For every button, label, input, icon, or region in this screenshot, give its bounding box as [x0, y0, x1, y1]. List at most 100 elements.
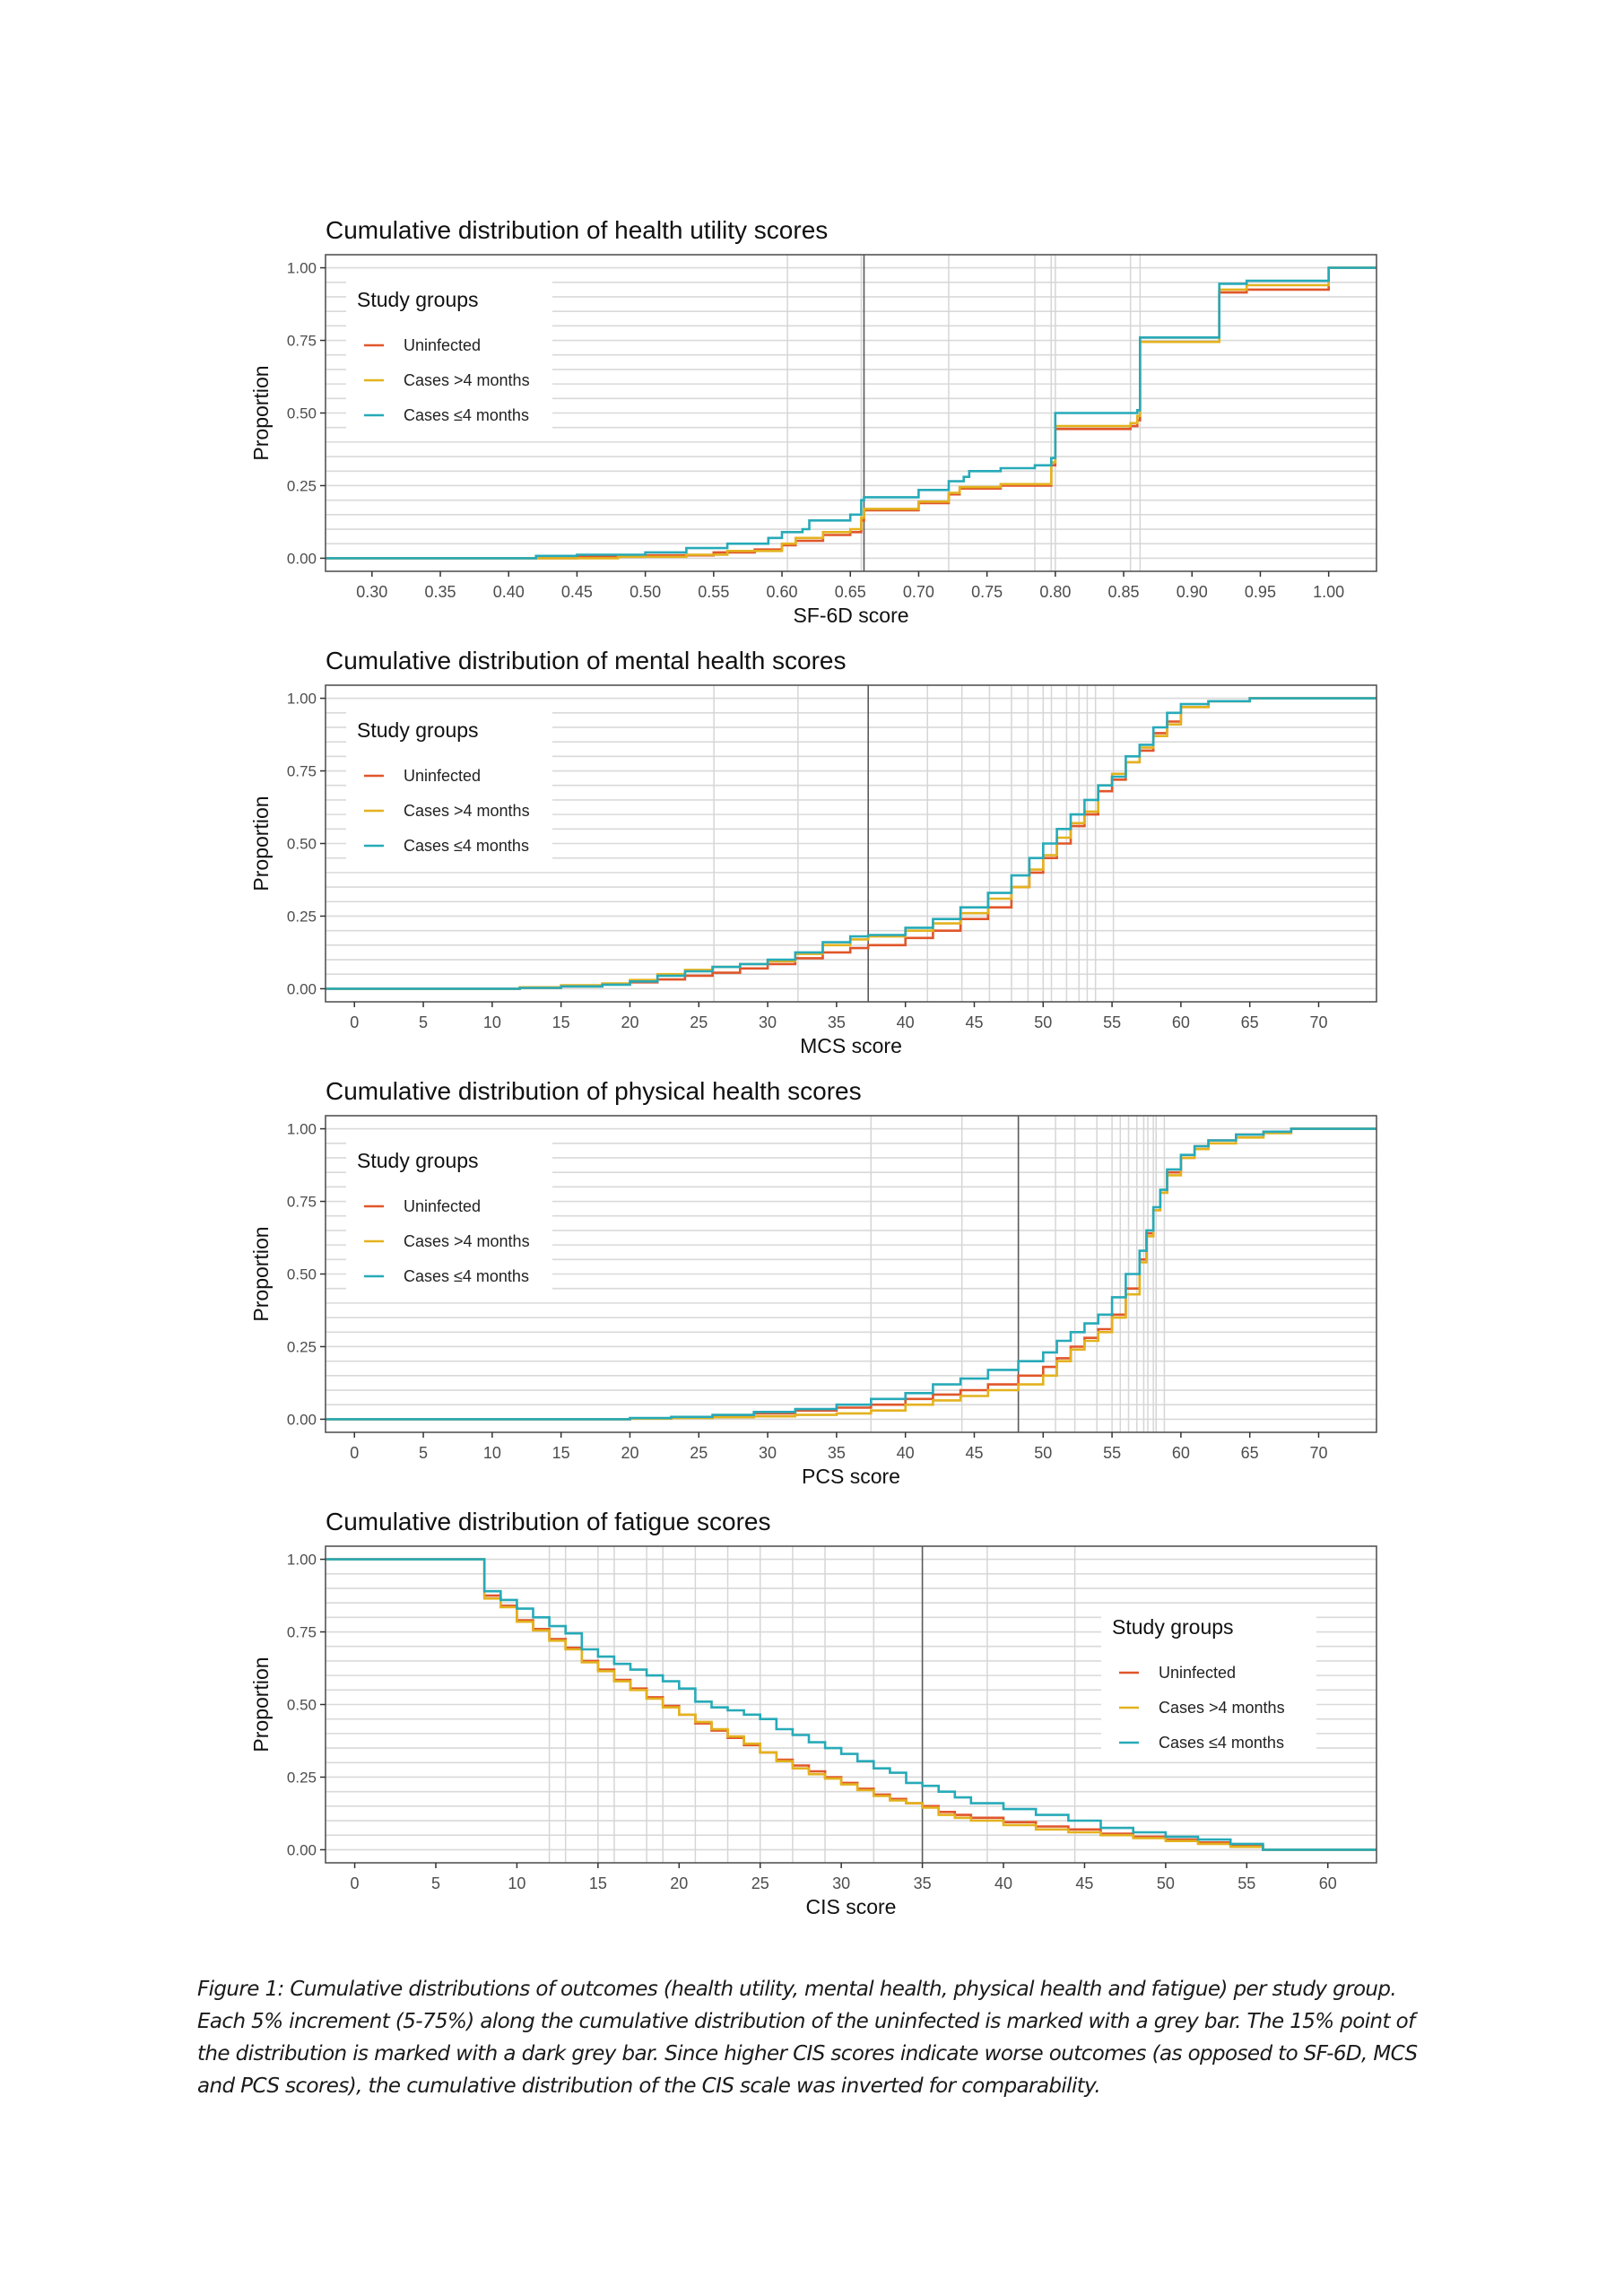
chart-panel-4: Cumulative distribution of fatigue score… — [249, 1508, 1377, 1918]
legend-label: Uninfected — [404, 336, 481, 354]
x-tick-label: 15 — [552, 1444, 570, 1462]
y-tick-label: 0.75 — [287, 1194, 317, 1211]
x-tick-label: 30 — [759, 1444, 777, 1462]
x-tick-label: 20 — [621, 1444, 638, 1462]
chart-panel-1: Cumulative distribution of health utilit… — [249, 216, 1377, 627]
y-axis-label: Proportion — [249, 365, 273, 460]
x-tick-label: 0.95 — [1245, 583, 1276, 601]
x-tick-label: 5 — [419, 1013, 428, 1031]
series-line-cases-le4 — [326, 1127, 1376, 1421]
legend-label: Uninfected — [404, 767, 481, 785]
legend-title: Study groups — [1112, 1615, 1234, 1639]
x-tick-label: 35 — [914, 1874, 932, 1892]
y-tick-label: 0.50 — [287, 405, 317, 422]
x-tick-label: 40 — [897, 1013, 915, 1031]
legend-label: Cases >4 months — [1159, 1699, 1285, 1717]
caption-line: Figure 1: Cumulative distributions of ou… — [197, 1978, 1397, 2001]
x-tick-label: 5 — [431, 1874, 440, 1892]
x-tick-label: 60 — [1319, 1874, 1337, 1892]
x-tick-label: 50 — [1034, 1444, 1052, 1462]
legend-background — [346, 709, 552, 859]
y-tick-label: 0.00 — [287, 980, 317, 997]
x-tick-label: 50 — [1157, 1874, 1175, 1892]
legend-label: Cases ≤4 months — [404, 1267, 529, 1285]
x-tick-label: 10 — [483, 1013, 501, 1031]
caption-line: the distribution is marked with a dark g… — [197, 2042, 1418, 2066]
x-tick-label: 60 — [1172, 1444, 1190, 1462]
legend-label: Cases >4 months — [404, 802, 530, 820]
series-line-cases-le4 — [326, 697, 1376, 990]
x-axis-label: MCS score — [800, 1034, 902, 1057]
x-tick-label: 70 — [1309, 1013, 1327, 1031]
legend-title: Study groups — [357, 1149, 479, 1172]
x-tick-label: 0.85 — [1108, 583, 1140, 601]
x-tick-label: 0.45 — [561, 583, 593, 601]
x-tick-label: 25 — [751, 1874, 769, 1892]
x-tick-label: 55 — [1103, 1444, 1121, 1462]
x-tick-label: 0 — [350, 1444, 359, 1462]
series-line-cases-gt4 — [326, 1127, 1376, 1421]
x-tick-label: 0.60 — [767, 583, 798, 601]
y-tick-label: 0.75 — [287, 333, 317, 350]
x-tick-label: 25 — [690, 1013, 708, 1031]
legend-label: Uninfected — [404, 1197, 481, 1215]
x-tick-label: 0.30 — [356, 583, 387, 601]
legend-label: Cases >4 months — [404, 371, 530, 389]
x-tick-label: 15 — [552, 1013, 570, 1031]
x-axis-label: PCS score — [802, 1465, 900, 1488]
x-tick-label: 30 — [832, 1874, 850, 1892]
x-tick-label: 0.50 — [630, 583, 661, 601]
x-tick-label: 65 — [1241, 1013, 1259, 1031]
x-tick-label: 35 — [828, 1013, 846, 1031]
y-tick-label: 1.00 — [287, 691, 317, 708]
legend-title: Study groups — [357, 288, 479, 311]
x-tick-label: 0.65 — [835, 583, 866, 601]
x-tick-label: 55 — [1238, 1874, 1255, 1892]
chart-panel-3: Cumulative distribution of physical heal… — [249, 1077, 1377, 1488]
y-tick-label: 0.00 — [287, 1841, 317, 1858]
y-tick-label: 0.50 — [287, 1697, 317, 1714]
legend-label: Cases ≤4 months — [404, 837, 529, 855]
x-tick-label: 65 — [1241, 1444, 1259, 1462]
x-tick-label: 45 — [965, 1013, 983, 1031]
x-tick-label: 15 — [589, 1874, 607, 1892]
y-axis-label: Proportion — [249, 1657, 273, 1752]
chart-title: Cumulative distribution of health utilit… — [326, 216, 828, 244]
x-tick-label: 5 — [419, 1444, 428, 1462]
x-tick-label: 0.80 — [1039, 583, 1071, 601]
x-tick-label: 30 — [759, 1013, 777, 1031]
chart-title: Cumulative distribution of physical heal… — [326, 1077, 862, 1105]
x-tick-label: 20 — [621, 1013, 638, 1031]
chart-title: Cumulative distribution of fatigue score… — [326, 1508, 770, 1535]
y-tick-label: 0.25 — [287, 1769, 317, 1786]
y-tick-label: 0.25 — [287, 477, 317, 494]
x-tick-label: 0.40 — [493, 583, 525, 601]
x-tick-label: 20 — [670, 1874, 688, 1892]
legend-label: Cases ≤4 months — [1159, 1734, 1284, 1752]
y-tick-label: 0.25 — [287, 1338, 317, 1355]
x-tick-label: 0.75 — [971, 583, 1003, 601]
y-tick-label: 0.25 — [287, 908, 317, 925]
x-tick-label: 55 — [1103, 1013, 1121, 1031]
x-tick-label: 45 — [965, 1444, 983, 1462]
y-axis-label: Proportion — [249, 1226, 273, 1321]
y-tick-label: 0.50 — [287, 836, 317, 853]
x-tick-label: 0.35 — [424, 583, 456, 601]
legend-title: Study groups — [357, 718, 479, 742]
x-tick-label: 70 — [1309, 1444, 1327, 1462]
y-tick-label: 0.75 — [287, 1624, 317, 1641]
y-tick-label: 1.00 — [287, 1552, 317, 1569]
y-tick-label: 0.00 — [287, 550, 317, 567]
legend-label: Uninfected — [1159, 1664, 1236, 1682]
caption-line: and PCS scores), the cumulative distribu… — [197, 2074, 1101, 2098]
legend-label: Cases ≤4 months — [404, 406, 529, 424]
legend-background — [1101, 1605, 1316, 1756]
x-tick-label: 0 — [351, 1874, 360, 1892]
legend-background — [346, 1139, 552, 1290]
figure-caption: Figure 1: Cumulative distributions of ou… — [197, 1973, 1453, 2102]
x-tick-label: 40 — [897, 1444, 915, 1462]
y-tick-label: 0.50 — [287, 1266, 317, 1283]
x-tick-label: 0 — [350, 1013, 359, 1031]
legend-background — [346, 278, 552, 429]
